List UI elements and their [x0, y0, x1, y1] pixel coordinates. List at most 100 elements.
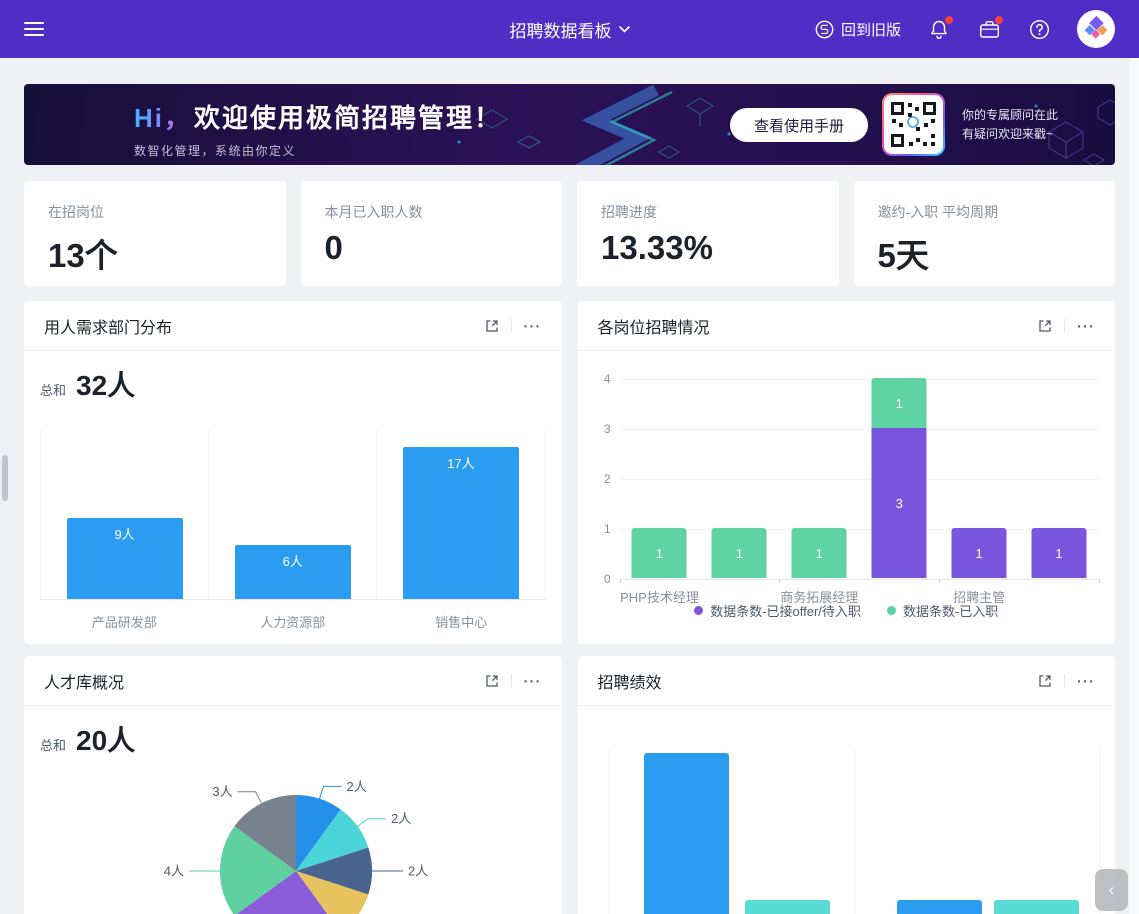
more-icon[interactable]: ⋯ [1076, 670, 1095, 691]
charts-grid: 用人需求部门分布 ⋯ 总和 32人 9人 6人 17人 产品研发部 人力资源部 销售中心 [24, 301, 1115, 914]
stacked-bar-2[interactable]: 1 [791, 528, 847, 578]
stat-card-hired-this-month: 本月已入职人数 0 [300, 181, 562, 286]
banner-decoration [457, 84, 1115, 165]
stacked-bar-4[interactable]: 1 [951, 528, 1007, 578]
card-title: 人才库概况 [44, 674, 125, 692]
return-icon [815, 20, 834, 38]
pie-slice[interactable] [235, 871, 341, 914]
card-recruit-performance: 招聘绩效 ⋯ [577, 656, 1115, 914]
view-manual-button[interactable]: 查看使用手册 [730, 108, 869, 142]
position-stacked-bar-chart: 4 3 2 1 0 1 1 1 3 1 1 1 PHP技术经理 商务拓展经理 招聘主管 [594, 372, 1100, 605]
stat-card-recruiting-progress: 招聘进度 13.33% [577, 181, 839, 286]
bar-销售中心[interactable]: 17人 [402, 447, 519, 599]
expand-icon[interactable] [1037, 673, 1053, 689]
pie-slice[interactable] [296, 809, 369, 872]
help-button[interactable] [1027, 17, 1051, 41]
divider [510, 318, 512, 333]
stat-label: 在招岗位 [48, 204, 104, 220]
bar-人力资源部[interactable]: 6人 [234, 545, 351, 599]
qr-pattern [891, 102, 936, 147]
stat-value: 5天 [877, 237, 929, 274]
pie-slice[interactable] [296, 795, 341, 871]
more-icon[interactable]: ⋯ [522, 670, 542, 691]
dashboard-content: Hi，欢迎使用极简招聘管理！ 数智化管理，系统由你定义 查看使用手册 [0, 84, 1139, 914]
banner-greeting: Hi，欢迎使用极简招聘管理！ 数智化管理，系统由你定义 [134, 98, 502, 159]
pie-label: 2人 [408, 864, 428, 879]
menu-icon[interactable] [24, 18, 44, 40]
stat-value: 13个 [48, 237, 118, 274]
welcome-banner: Hi，欢迎使用极简招聘管理！ 数智化管理，系统由你定义 查看使用手册 [24, 84, 1115, 165]
stat-label: 邀约-入职 平均周期 [877, 204, 999, 220]
consultant-text: 你的专属顾问在此 有疑问欢迎来戳~ [962, 106, 1058, 144]
left-scrollbar-thumb[interactable] [2, 455, 8, 501]
expand-icon[interactable] [1037, 318, 1053, 334]
avatar[interactable] [1077, 10, 1115, 48]
pie-label: 3人 [212, 784, 232, 799]
dashboard-switcher[interactable]: 招聘数据看板 [510, 17, 630, 42]
pie-slice[interactable] [296, 847, 373, 895]
perf-bar-2[interactable] [896, 900, 982, 914]
consultant-line-1: 你的专属顾问在此 [962, 108, 1059, 122]
chevron-down-icon [618, 25, 630, 33]
perf-bar-1[interactable] [744, 900, 830, 914]
performance-bar-chart [594, 735, 1100, 914]
bell-icon [931, 20, 947, 39]
stat-card-open-positions: 在招岗位 13个 [24, 181, 286, 286]
expand-icon[interactable] [484, 673, 500, 689]
pie-label: 2人 [391, 811, 411, 826]
collapse-handle[interactable]: ‹ [1095, 869, 1128, 911]
pie-slice[interactable] [219, 826, 296, 914]
workbench-button[interactable] [977, 16, 1003, 41]
company-logo-icon [1084, 15, 1108, 39]
perf-bar-3[interactable] [993, 900, 1079, 914]
card-title: 各岗位招聘情况 [597, 319, 710, 337]
chart-legend: 数据条数-已接offer/待入职 数据条数-已入职 [594, 601, 1100, 620]
right-scrollbar-track[interactable] [1128, 58, 1139, 914]
stat-label: 招聘进度 [601, 204, 657, 220]
card-title: 招聘绩效 [597, 674, 662, 692]
consultant-line-2: 有疑问欢迎来戳~ [962, 127, 1054, 141]
banner-subtitle: 数智化管理，系统由你定义 [134, 144, 297, 158]
top-header: 招聘数据看板 回到旧版 [0, 0, 1139, 58]
expand-icon[interactable] [484, 318, 500, 334]
pie-label: 4人 [164, 864, 184, 879]
card-talent-pool: 人才库概况 ⋯ 总和 20人 2人2人2人2人5人4人3人 [24, 656, 562, 914]
stacked-bar-1[interactable]: 1 [711, 528, 767, 578]
pie-slice[interactable] [296, 871, 369, 914]
legend-item[interactable]: 数据条数-已入职 [886, 601, 998, 620]
legend-item[interactable]: 数据条数-已接offer/待入职 [694, 601, 861, 620]
dept-bar-chart: 9人 6人 17人 产品研发部 人力资源部 销售中心 [40, 430, 546, 631]
stat-value: 13.33% [601, 229, 713, 266]
card-title: 用人需求部门分布 [44, 319, 173, 337]
stacked-bar-0[interactable]: 1 [631, 528, 687, 578]
page-title: 招聘数据看板 [509, 21, 612, 41]
consultant-qr-code [882, 93, 945, 156]
talent-pool-pie-chart: 2人2人2人2人5人4人3人 [40, 759, 546, 914]
pie-slice[interactable] [234, 795, 297, 871]
pie-label: 2人 [347, 779, 367, 794]
back-to-old-version-label: 回到旧版 [840, 21, 901, 39]
more-icon[interactable]: ⋯ [1076, 315, 1095, 336]
stat-label: 本月已入职人数 [324, 204, 423, 220]
notifications-button[interactable] [927, 16, 953, 41]
back-to-old-version-button[interactable]: 回到旧版 [815, 19, 901, 40]
divider [510, 673, 512, 688]
divider [1064, 318, 1065, 333]
greeting-text: 欢迎使用极简招聘管理！ [194, 103, 503, 133]
stat-card-avg-cycle: 邀约-入职 平均周期 5天 [853, 181, 1115, 286]
question-icon [1029, 19, 1049, 39]
bar-产品研发部[interactable]: 9人 [66, 518, 183, 599]
card-dept-distribution: 用人需求部门分布 ⋯ 总和 32人 9人 6人 17人 产品研发部 人力资源部 销售中心 [24, 301, 562, 644]
chart-summary: 总和 20人 [40, 725, 136, 756]
workbench-badge-dot [995, 16, 1003, 24]
briefcase-icon [979, 20, 999, 38]
stacked-bar-5[interactable]: 1 [1031, 528, 1087, 578]
notification-badge-dot [945, 16, 953, 24]
more-icon[interactable]: ⋯ [522, 315, 542, 336]
perf-bar-0[interactable] [643, 753, 729, 914]
stats-row: 在招岗位 13个 本月已入职人数 0 招聘进度 13.33% 邀约-入职 平均周… [24, 181, 1115, 286]
stat-value: 0 [324, 229, 343, 266]
header-actions: 回到旧版 [815, 10, 1115, 48]
